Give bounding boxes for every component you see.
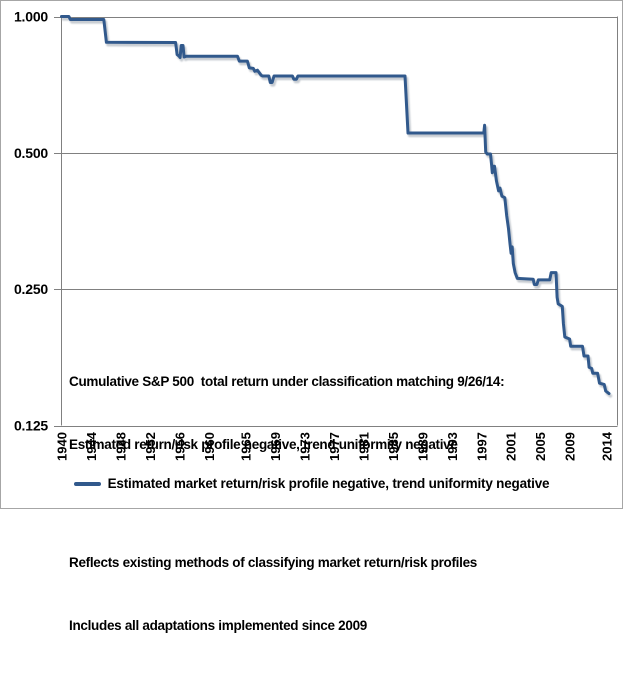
legend: Estimated market return/risk profile neg… [1, 476, 622, 491]
y-axis-tick-label: 0.500 [14, 145, 48, 161]
y-axis-tick-label: 1.000 [14, 9, 48, 25]
x-axis-tick-label: 1969 [268, 432, 283, 461]
annotation-line-2: Estimated return/risk profile negative, … [69, 437, 458, 452]
x-axis-tick-label: 1960 [202, 432, 217, 461]
x-axis-tick-label: 1948 [113, 432, 128, 461]
line-chart-plot: 1.000 0.500 0.250 0.125 1940 1944 1948 1952 1956… [14, 9, 618, 461]
y-axis-tick-label: 0.250 [14, 281, 48, 297]
x-axis-tick-label: 1977 [327, 432, 342, 461]
x-axis-tick-label: 1989 [415, 432, 430, 461]
x-axis-tick-label: 1952 [143, 432, 158, 461]
y-axis-tick-label: 0.125 [14, 418, 48, 434]
x-axis-tick-label: 1973 [298, 432, 313, 461]
legend-line-swatch [73, 481, 101, 486]
x-axis-tick-label: 1981 [356, 432, 371, 461]
x-axis-tick-label: 1965 [239, 432, 254, 461]
annotation-line-4: Includes all adaptations implemented sin… [69, 618, 368, 633]
x-axis-tick-label: 2009 [563, 432, 578, 461]
x-axis-tick-label: 2005 [533, 432, 548, 461]
x-axis-tick-label: 1940 [55, 432, 70, 461]
legend-label: Estimated market return/risk profile neg… [107, 476, 550, 491]
x-axis-tick-label: 1956 [172, 432, 187, 461]
annotation-line-1: Cumulative S&P 500 total return under cl… [69, 374, 505, 389]
x-axis-tick-label: 1985 [386, 432, 401, 461]
annotation-blank-line [69, 497, 504, 510]
annotation-line-3: Reflects existing methods of classifying… [69, 555, 477, 570]
series-line [60, 15, 611, 396]
chart-annotation: Cumulative S&P 500 total return under cl… [69, 329, 505, 678]
x-axis-tick-label: 2014 [599, 431, 614, 461]
x-axis-tick-label: 1997 [474, 432, 489, 461]
x-axis-tick-label: 2001 [504, 432, 519, 461]
x-axis-tick-label: 1944 [84, 431, 99, 461]
chart-frame: 1.000 0.500 0.250 0.125 1940 1944 1948 1952 1956… [0, 0, 623, 633]
x-axis-tick-label: 1993 [445, 432, 460, 461]
